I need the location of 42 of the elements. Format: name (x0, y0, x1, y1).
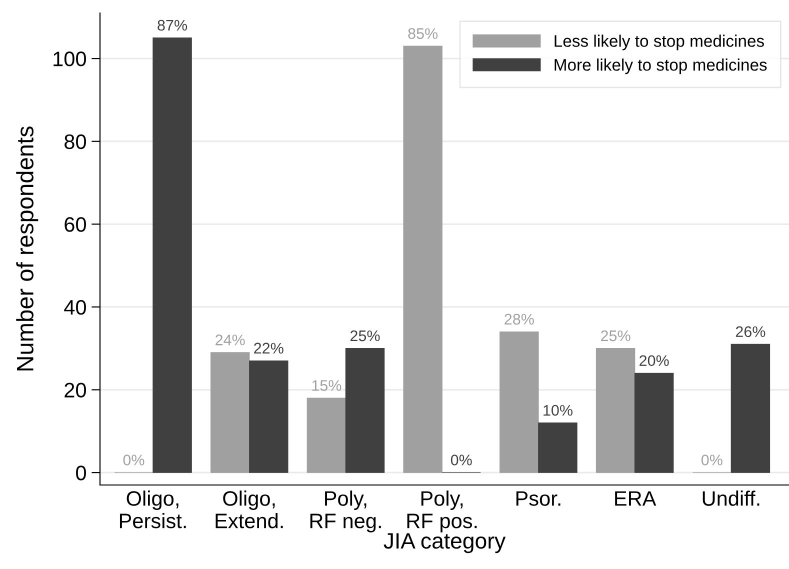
annotation: 25% (350, 330, 380, 342)
x-tick-label: Oligo, Extend. (216, 490, 283, 528)
annotation: 20% (640, 355, 669, 366)
bar (596, 348, 636, 473)
bar (730, 344, 770, 473)
annotation: 15% (312, 380, 342, 391)
bar (500, 331, 539, 473)
annotation: 24% (216, 334, 245, 346)
x-tick-label: ERA (615, 491, 656, 506)
annotation: 0% (123, 454, 144, 466)
annotation: 85% (408, 28, 438, 39)
bar (306, 398, 346, 473)
bar (634, 372, 674, 473)
bar (538, 422, 578, 473)
bar (403, 46, 442, 473)
bar (152, 37, 192, 473)
y-tick-label: 0 (76, 466, 86, 480)
y-tick-label: 60 (64, 217, 86, 232)
x-tick-label: Poly, RF pos. (407, 490, 477, 532)
y-axis-title: Number of respondents (16, 126, 38, 370)
annotation: 0% (701, 454, 722, 466)
legend-label: Less likely to stop medicines (554, 34, 764, 50)
x-tick-label: Psor. (516, 491, 560, 506)
annotation: 10% (544, 404, 572, 416)
x-tick-label: Poly, RF neg. (310, 490, 381, 532)
y-tick-label: 100 (54, 52, 86, 66)
legend-label: More likely to stop medicines (554, 58, 767, 74)
annotation: 87% (158, 20, 188, 31)
bar (345, 348, 385, 473)
x-tick-label: Undiff. (702, 490, 760, 506)
bar (210, 352, 250, 473)
annotation: 22% (254, 342, 284, 354)
annotation: 0% (450, 454, 472, 466)
bar (249, 360, 288, 473)
x-tick-label: Oligo, Persist. (120, 490, 186, 528)
annotation: 25% (601, 330, 630, 342)
annotation: 28% (504, 314, 534, 325)
y-tick-label: 80 (64, 134, 86, 150)
x-axis-title: JIA category (384, 533, 506, 554)
y-tick-label: 20 (64, 382, 86, 398)
y-tick-label: 40 (64, 300, 86, 315)
annotation: 26% (736, 326, 766, 338)
